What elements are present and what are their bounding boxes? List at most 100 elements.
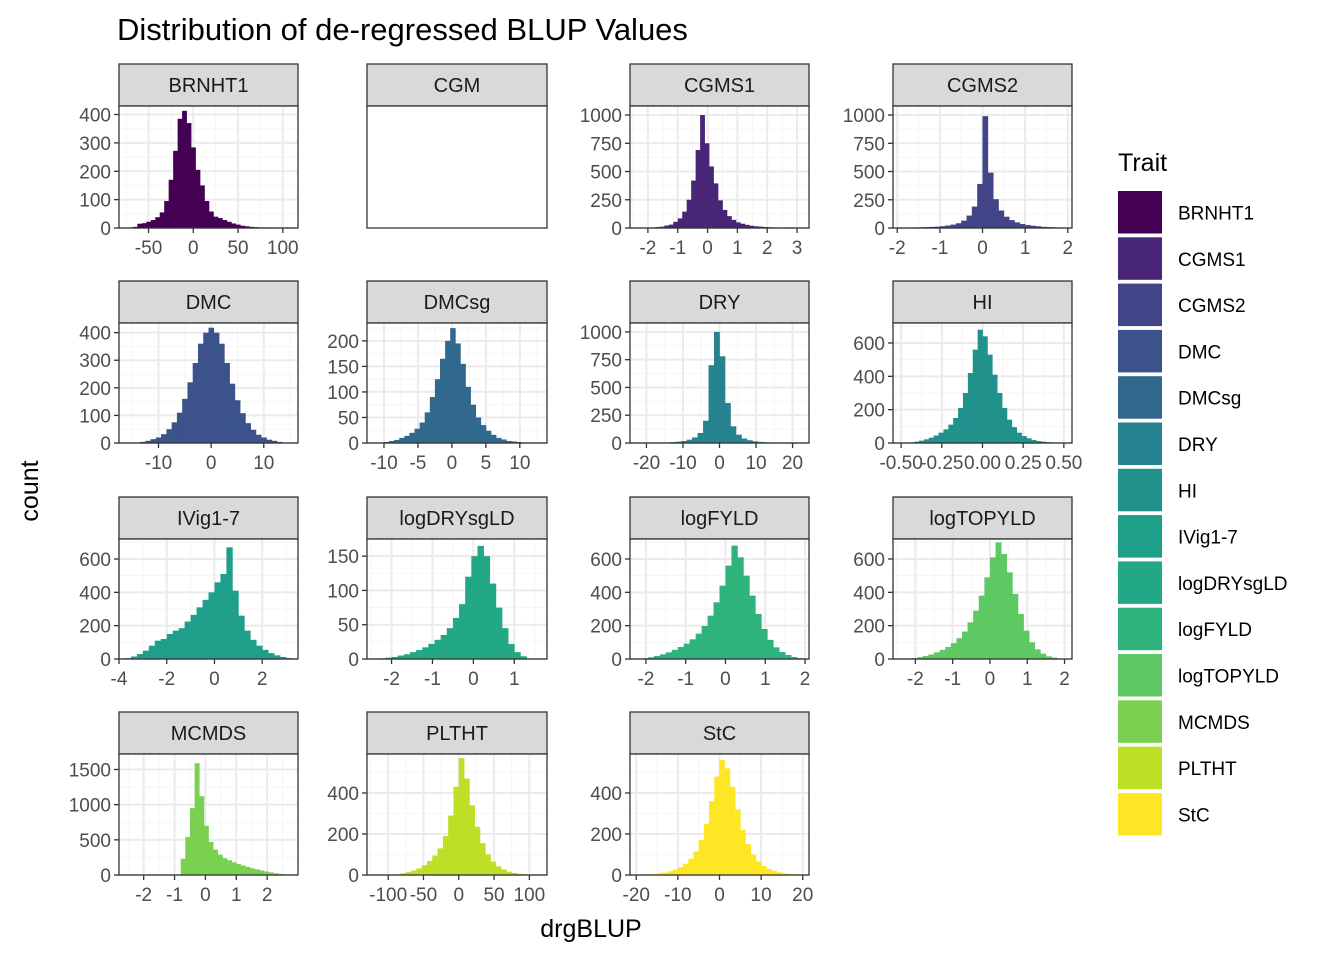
y-tick-label: 200 <box>79 162 111 183</box>
x-tick-label: -2 <box>637 669 654 690</box>
histogram-bar <box>781 873 788 875</box>
legend-key-logdrysgld <box>1118 561 1162 604</box>
histogram-bar <box>664 225 670 228</box>
legend-key-cgms1 <box>1118 237 1162 280</box>
legend-label-cgms2: CGMS2 <box>1178 296 1246 317</box>
histogram-bar <box>755 861 762 875</box>
strip-cgms1 <box>629 63 810 107</box>
x-tick-label: 1 <box>509 669 520 690</box>
histogram-bar <box>150 220 156 228</box>
histogram-bar <box>943 429 949 443</box>
histogram-bar <box>972 349 978 443</box>
y-tick-label: 400 <box>79 106 111 127</box>
histogram-bar <box>704 143 710 228</box>
histogram-bar <box>250 429 257 443</box>
histogram-bar <box>459 604 466 659</box>
x-tick-label: -10 <box>669 453 696 474</box>
x-tick-label: 0 <box>453 885 464 906</box>
histogram-bar <box>928 654 935 659</box>
gridlines-cgms1 <box>630 106 809 229</box>
histogram-bar <box>208 841 214 875</box>
histogram-bar <box>695 150 701 228</box>
strip-mcmds <box>118 711 299 755</box>
histogram-bar <box>176 412 183 443</box>
legend-key-logfyld <box>1118 607 1162 651</box>
histogram-bar <box>743 575 750 659</box>
x-tick-label: -2 <box>135 885 152 906</box>
histogram-bar <box>729 786 736 875</box>
histogram-bar <box>982 336 988 443</box>
histogram-bar <box>928 437 935 443</box>
histogram-bar <box>761 629 768 659</box>
panel-border-logfyld <box>629 538 810 660</box>
strip-logfyld <box>629 496 810 540</box>
histogram-bar <box>268 653 275 659</box>
y-tick-label: 250 <box>590 191 622 212</box>
x-axis-title: drgBLUP <box>540 915 641 943</box>
x-tick-label: -10 <box>370 453 397 474</box>
legend-label-dmc: DMC <box>1178 342 1221 363</box>
facet-panel-brnht1: BRNHT1 0 100 200 300 400 -50 0 50 100 <box>79 63 299 259</box>
histogram-bar <box>514 652 521 659</box>
histogram-bar <box>752 441 759 443</box>
histogram-bar <box>1025 225 1031 228</box>
histogram-bar <box>213 849 219 875</box>
histogram-bar <box>939 226 946 228</box>
histogram-bars-logdrysgld <box>379 545 527 660</box>
histogram-bar <box>987 172 994 228</box>
histogram-bar <box>421 865 428 875</box>
strip-logtopyld <box>892 496 1073 540</box>
histogram-bar <box>1045 656 1052 659</box>
histogram-bar <box>719 585 726 659</box>
histogram-bar <box>917 657 924 659</box>
y-tick-label: 100 <box>327 581 359 602</box>
histogram-bar <box>490 434 497 443</box>
legend-label-ivig1-7: IVig1-7 <box>1178 528 1238 549</box>
y-tick-label: 100 <box>327 383 359 404</box>
histogram-bar <box>1041 441 1047 443</box>
histogram-bars-ivig1-7 <box>124 547 293 659</box>
histogram-bar <box>724 403 731 443</box>
legend-key-logtopyld <box>1118 654 1162 697</box>
legend-label-pltht: PLTHT <box>1178 759 1237 780</box>
histogram-bar <box>460 363 466 443</box>
histogram-bar <box>490 861 497 875</box>
histogram-bar <box>440 358 446 443</box>
histogram-bar <box>735 434 742 443</box>
y-axis-title: count <box>16 460 44 521</box>
histogram-bar <box>1051 657 1058 659</box>
histogram-bar <box>971 206 978 228</box>
y-tick-label: 400 <box>79 583 111 604</box>
histogram-bar <box>166 634 174 659</box>
histogram-bar <box>250 639 257 659</box>
histogram-bar <box>724 768 731 875</box>
histogram-bar <box>226 221 232 228</box>
histogram-bar <box>501 439 507 443</box>
histogram-bars-dmcsg <box>383 328 527 444</box>
histogram-bar <box>688 858 694 875</box>
histogram-bar <box>1001 554 1008 659</box>
x-tick-label: 0 <box>200 885 211 906</box>
legend-label-dry: DRY <box>1178 435 1218 456</box>
histogram-bar <box>701 626 708 659</box>
histogram-bar <box>416 650 423 659</box>
histogram-bar <box>740 829 746 875</box>
facet-panel-dry: DRY 0 250 500 750 1000 -20 -10 0 10 20 <box>580 280 810 474</box>
y-tick-label: 0 <box>100 866 111 887</box>
histogram-bar <box>668 224 674 228</box>
histogram-bar <box>982 116 989 228</box>
histogram-bar <box>938 432 944 443</box>
histogram-bar <box>709 166 714 228</box>
histogram-bar <box>222 220 228 228</box>
y-tick-label: 400 <box>327 784 359 805</box>
histogram-bar <box>709 801 715 875</box>
histogram-bar <box>155 217 161 228</box>
histogram-bar <box>945 647 952 659</box>
x-tick-label: 1 <box>1022 669 1033 690</box>
x-tick-label: 0 <box>468 669 479 690</box>
y-tick-label: 600 <box>590 550 622 571</box>
histogram-bar <box>675 441 682 443</box>
histogram-bar <box>703 420 709 443</box>
histogram-bar <box>202 599 209 659</box>
